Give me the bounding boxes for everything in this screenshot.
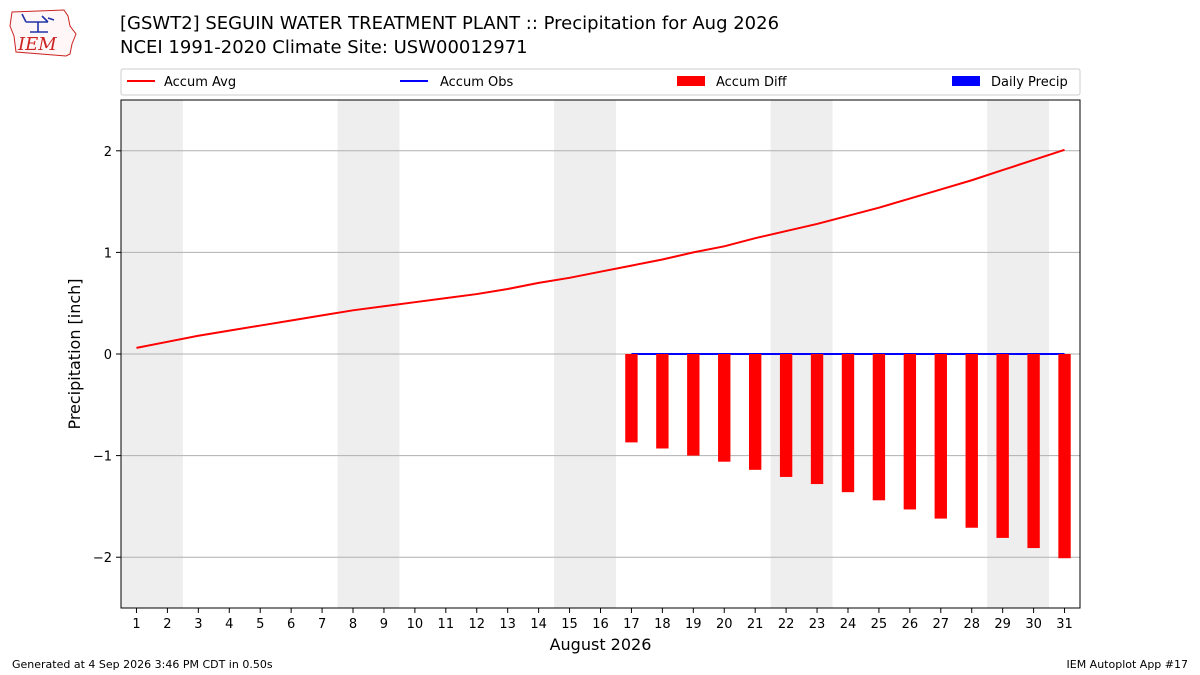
x-tick-label-4: 4 xyxy=(225,617,233,632)
accum-diff-bar-29 xyxy=(996,354,1009,538)
accum-diff-bar-19 xyxy=(687,354,700,456)
legend-label-accum-avg: Accum Avg xyxy=(164,75,236,90)
x-tick-label-28: 28 xyxy=(963,617,980,632)
plot-area: 1 2 3 4 5 6 7 8 9 10 11 12 13 14 15 16 17 18 19 20 21 22 23 24 2… xyxy=(65,99,1081,654)
x-tick-label-24: 24 xyxy=(840,617,857,632)
legend-box xyxy=(120,68,1081,96)
logo-text: IEM xyxy=(17,34,57,55)
accum-diff-bar-26 xyxy=(903,354,917,510)
iem-logo: IEM xyxy=(9,9,77,57)
y-axis-label: Precipitation [inch] xyxy=(65,278,84,429)
legend-label-accum-diff: Accum Diff xyxy=(716,75,788,90)
x-tick-label-25: 25 xyxy=(871,617,888,632)
accum-diff-bar-17 xyxy=(625,354,638,443)
x-tick-label-1: 1 xyxy=(132,617,140,632)
legend-swatch-accum-diff xyxy=(677,76,705,86)
chart-subtitle: NCEI 1991-2020 Climate Site: USW00012971 xyxy=(120,37,528,58)
x-tick-label-27: 27 xyxy=(933,617,950,632)
legend-swatch-daily-precip xyxy=(952,76,980,86)
x-tick-label-8: 8 xyxy=(349,617,357,632)
x-tick-label-21: 21 xyxy=(747,617,764,632)
x-tick-label-29: 29 xyxy=(994,617,1011,632)
x-tick-label-18: 18 xyxy=(654,617,671,632)
y-tick-label--2: −2 xyxy=(93,551,112,566)
x-tick-label-19: 19 xyxy=(685,617,702,632)
app-id: IEM Autoplot App #17 xyxy=(1066,658,1189,671)
x-tick-label-5: 5 xyxy=(256,617,264,632)
x-tick-label-3: 3 xyxy=(194,617,202,632)
x-tick-label-14: 14 xyxy=(530,617,547,632)
x-tick-label-6: 6 xyxy=(287,617,295,632)
accum-diff-bar-23 xyxy=(810,354,824,485)
x-tick-label-17: 17 xyxy=(623,617,640,632)
y-tick-label-2: 2 xyxy=(104,145,112,160)
x-tick-label-20: 20 xyxy=(716,617,733,632)
x-tick-label-31: 31 xyxy=(1056,617,1073,632)
x-tick-label-2: 2 xyxy=(163,617,171,632)
accum-diff-bar-30 xyxy=(1027,354,1040,549)
x-tick-label-12: 12 xyxy=(468,617,485,632)
x-tick-label-26: 26 xyxy=(902,617,919,632)
chart-title: [GSWT2] SEGUIN WATER TREATMENT PLANT :: … xyxy=(120,13,780,34)
x-tick-label-22: 22 xyxy=(778,617,795,632)
accum-diff-bar-18 xyxy=(656,354,669,449)
weather-station-icon xyxy=(21,13,55,33)
accum-avg-line xyxy=(136,148,1065,349)
accum-diff-bar-21 xyxy=(748,354,762,470)
accum-diff-bar-22 xyxy=(779,354,793,477)
accum-diff-bar-31 xyxy=(1058,354,1071,559)
x-axis-label: August 2026 xyxy=(550,635,652,654)
generated-timestamp: Generated at 4 Sep 2026 3:46 PM CDT in 0… xyxy=(12,658,273,671)
x-tick-label-10: 10 xyxy=(407,617,424,632)
accum-diff-bar-20 xyxy=(718,354,731,462)
legend-label-accum-obs: Accum Obs xyxy=(440,75,513,90)
legend-label-daily-precip: Daily Precip xyxy=(991,75,1068,90)
y-tick-label--1: −1 xyxy=(93,450,112,465)
x-tick-label-13: 13 xyxy=(499,617,516,632)
accum-diff-bar-25 xyxy=(872,354,886,501)
y-tick-label-0: 0 xyxy=(104,348,112,363)
x-tick-label-9: 9 xyxy=(380,617,388,632)
accum-diff-bar-28 xyxy=(965,354,978,528)
y-tick-label-1: 1 xyxy=(104,246,112,261)
x-tick-label-11: 11 xyxy=(438,617,455,632)
accum-diff-bar-27 xyxy=(934,354,947,519)
x-tick-label-15: 15 xyxy=(561,617,578,632)
accum-diff-bar-24 xyxy=(841,354,855,493)
legend: Accum Avg Accum Obs Accum Diff Daily Precip xyxy=(120,68,1081,96)
x-tick-label-23: 23 xyxy=(809,617,826,632)
x-tick-label-30: 30 xyxy=(1025,617,1042,632)
x-tick-label-7: 7 xyxy=(318,617,326,632)
x-tick-label-16: 16 xyxy=(592,617,609,632)
